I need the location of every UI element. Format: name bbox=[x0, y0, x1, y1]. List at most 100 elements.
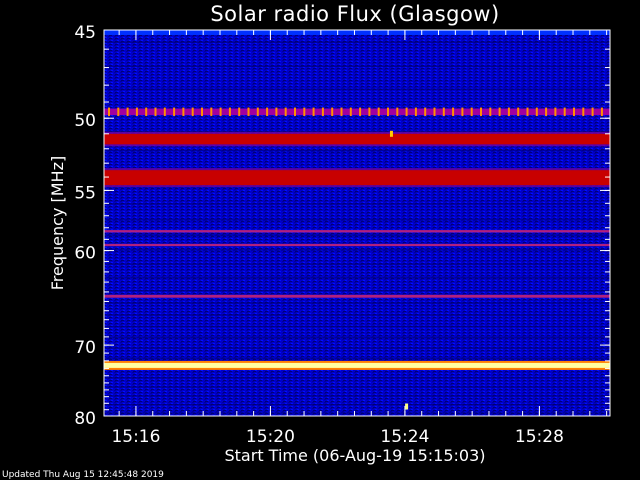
emission-dot bbox=[312, 107, 315, 117]
emission-dot bbox=[442, 107, 445, 117]
noise-band bbox=[104, 234, 610, 236]
emission-band bbox=[104, 294, 610, 298]
emission-dot bbox=[396, 107, 399, 117]
emission-dot bbox=[545, 107, 548, 117]
emission-dot bbox=[535, 107, 538, 117]
noise-band bbox=[104, 357, 610, 359]
y-tick-label: 50 bbox=[74, 111, 96, 131]
emission-dot bbox=[563, 107, 566, 117]
emission-dot bbox=[405, 107, 408, 117]
emission-dot bbox=[135, 107, 138, 117]
emission-dot bbox=[452, 107, 455, 117]
emission-dot bbox=[182, 107, 185, 117]
emission-dot bbox=[256, 107, 259, 117]
emission-dot bbox=[507, 107, 510, 117]
noise-band bbox=[104, 336, 610, 339]
emission-dot bbox=[387, 107, 389, 117]
emission-dot bbox=[219, 107, 222, 117]
y-tick-label: 60 bbox=[74, 244, 96, 264]
x-tick-label: 15:24 bbox=[380, 427, 429, 447]
emission-dot bbox=[191, 107, 194, 117]
emission-dot bbox=[591, 107, 594, 117]
emission-band bbox=[104, 362, 610, 368]
noise-band bbox=[104, 249, 610, 251]
emission-dot bbox=[210, 107, 213, 117]
emission-dot bbox=[331, 107, 334, 117]
emission-dot bbox=[294, 107, 296, 117]
y-tick-label: 55 bbox=[74, 183, 96, 203]
noise-band bbox=[104, 277, 610, 279]
spectrogram-background bbox=[104, 30, 610, 416]
noise-band bbox=[104, 302, 610, 304]
x-tick-label: 15:20 bbox=[246, 427, 295, 447]
updated-footer: Updated Thu Aug 15 12:45:48 2019 bbox=[2, 470, 164, 480]
x-tick-label: 15:28 bbox=[515, 427, 564, 447]
y-tick-label: 45 bbox=[74, 23, 96, 43]
noise-band bbox=[104, 150, 610, 152]
noise-band bbox=[104, 395, 610, 397]
noise-band bbox=[104, 41, 610, 43]
noise-band bbox=[104, 412, 610, 414]
y-axis-label: Frequency [MHz] bbox=[48, 156, 67, 290]
emission-dot bbox=[275, 107, 278, 117]
noise-band bbox=[104, 289, 610, 292]
emission-band bbox=[104, 243, 610, 247]
noise-band bbox=[104, 325, 610, 328]
noise-band bbox=[104, 347, 610, 349]
emission-dot bbox=[582, 107, 585, 117]
emission-dot bbox=[108, 107, 110, 117]
emission-dot bbox=[377, 107, 380, 117]
emission-dot bbox=[173, 107, 176, 117]
burst-spot bbox=[389, 130, 393, 137]
emission-dot bbox=[526, 107, 529, 117]
noise-band bbox=[104, 263, 610, 265]
emission-dot bbox=[303, 107, 306, 117]
noise-band bbox=[104, 219, 610, 221]
emission-dot bbox=[247, 107, 250, 117]
emission-dot bbox=[470, 107, 473, 117]
emission-dot bbox=[359, 107, 362, 117]
emission-dot bbox=[145, 107, 148, 117]
emission-band bbox=[104, 230, 610, 233]
emission-dot bbox=[321, 107, 324, 117]
y-tick-label: 70 bbox=[74, 338, 96, 358]
x-tick-label: 15:16 bbox=[111, 427, 160, 447]
emission-band bbox=[104, 133, 610, 145]
emission-dot bbox=[600, 107, 603, 117]
noise-band bbox=[104, 403, 610, 406]
emission-dot bbox=[126, 107, 129, 117]
emission-dot bbox=[163, 107, 166, 117]
emission-dot bbox=[284, 107, 287, 117]
emission-dot bbox=[480, 107, 482, 117]
emission-dot bbox=[498, 107, 501, 117]
emission-band bbox=[104, 170, 610, 186]
plot-frame bbox=[103, 29, 611, 417]
emission-band bbox=[104, 108, 610, 116]
noise-band bbox=[104, 203, 610, 205]
emission-dot bbox=[117, 107, 120, 117]
emission-dot bbox=[238, 107, 241, 117]
noise-band bbox=[104, 377, 610, 379]
edge-band bbox=[104, 30, 610, 35]
emission-dot bbox=[349, 107, 352, 117]
emission-dot bbox=[461, 107, 464, 117]
emission-dot bbox=[573, 107, 575, 117]
emission-dot bbox=[424, 107, 427, 117]
emission-dot bbox=[201, 107, 203, 117]
emission-dot bbox=[554, 107, 557, 117]
emission-dot bbox=[340, 107, 343, 117]
noise-band bbox=[104, 314, 610, 316]
burst-spot bbox=[405, 403, 409, 410]
emission-dot bbox=[228, 107, 231, 117]
noise-band bbox=[104, 386, 610, 388]
emission-dot bbox=[414, 107, 417, 117]
emission-dot bbox=[266, 107, 269, 117]
emission-dot bbox=[489, 107, 492, 117]
noise-band bbox=[104, 65, 610, 67]
noise-band bbox=[104, 130, 610, 132]
x-axis-label: Start Time (06-Aug-19 15:15:03) bbox=[225, 446, 486, 465]
emission-dot bbox=[517, 107, 520, 117]
y-tick-label: 80 bbox=[74, 409, 96, 429]
emission-dot bbox=[368, 107, 371, 117]
